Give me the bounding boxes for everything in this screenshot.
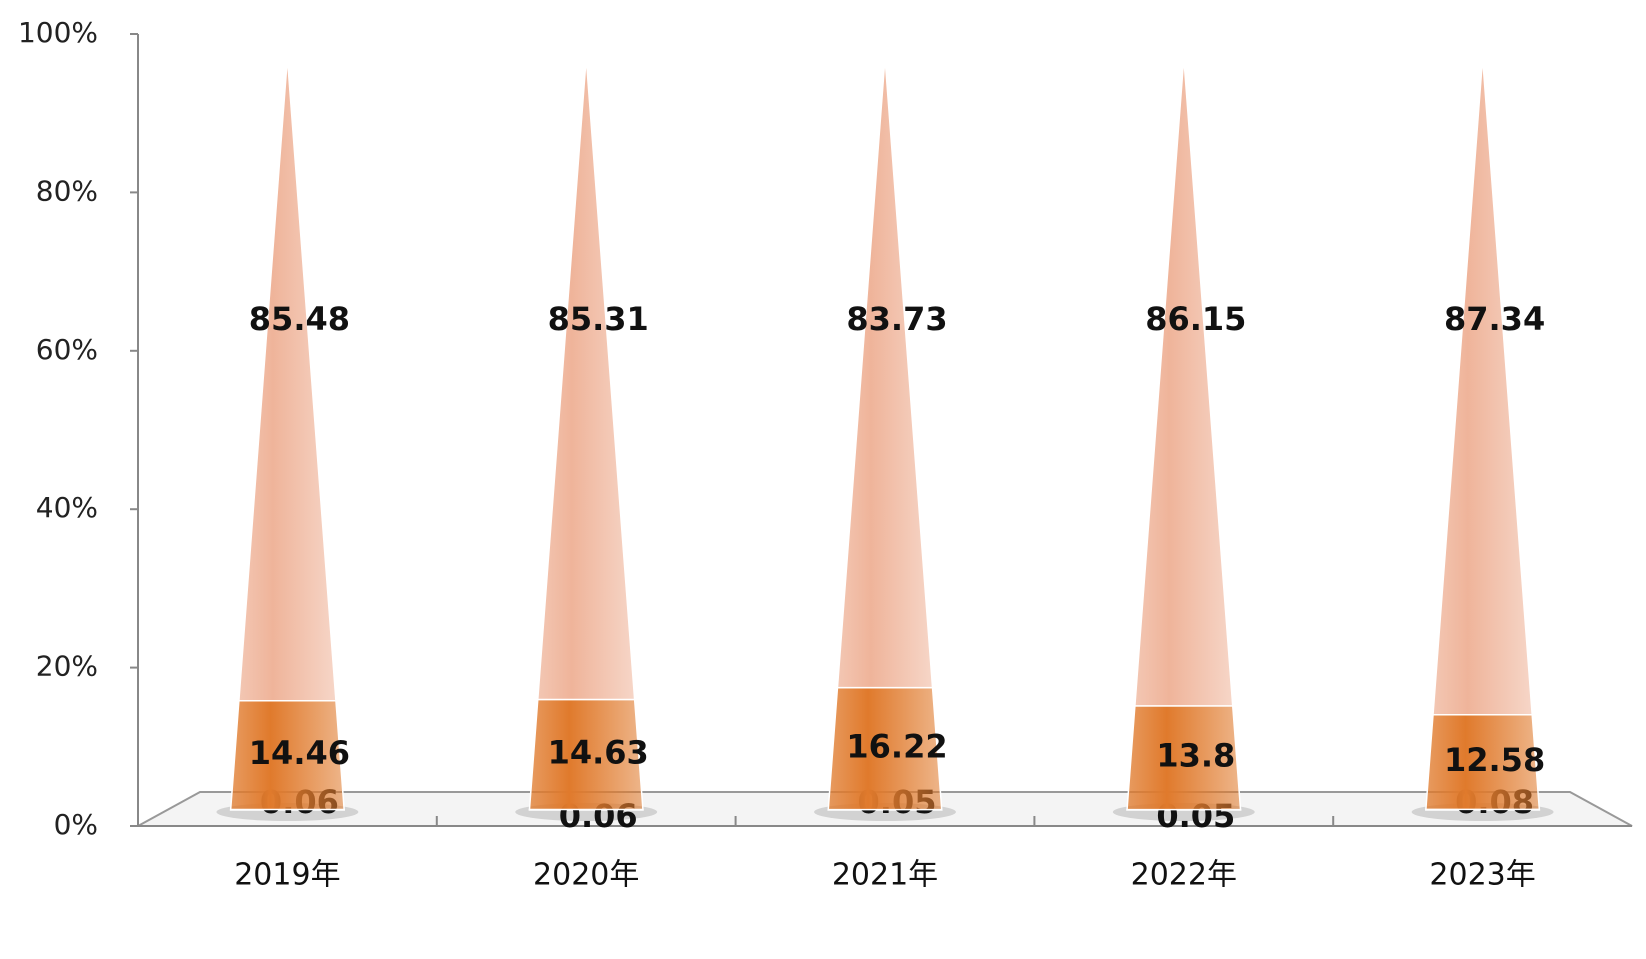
data-label: 14.46	[249, 734, 350, 772]
data-label: 86.15	[1145, 300, 1246, 338]
cone-segment	[836, 57, 934, 689]
data-label: 87.34	[1444, 300, 1545, 338]
data-label: 12.58	[1444, 741, 1545, 779]
data-label: 14.63	[548, 734, 649, 772]
y-tick-label: 80%	[36, 174, 98, 207]
x-tick-label: 2022年	[1131, 858, 1237, 893]
y-tick-label: 60%	[36, 333, 98, 366]
data-label: 13.8	[1156, 737, 1235, 775]
x-tick-label: 2020年	[533, 858, 639, 893]
x-tick-label: 2021年	[832, 858, 938, 893]
cone-segment	[1134, 57, 1234, 707]
data-label: 83.73	[846, 300, 947, 338]
data-label: 85.31	[548, 300, 649, 338]
data-label: 85.48	[249, 300, 350, 338]
y-tick-label: 40%	[36, 491, 98, 524]
y-tick-label: 0%	[54, 808, 98, 841]
x-tick-label: 2019年	[234, 858, 340, 893]
cone-segment	[536, 57, 636, 701]
cone-segment	[1432, 57, 1533, 716]
x-tick-label: 2023年	[1429, 858, 1535, 893]
y-tick-label: 20%	[36, 650, 98, 683]
cone-segment	[238, 57, 337, 702]
y-tick-label: 100%	[18, 16, 98, 49]
data-label: 16.22	[846, 728, 947, 766]
